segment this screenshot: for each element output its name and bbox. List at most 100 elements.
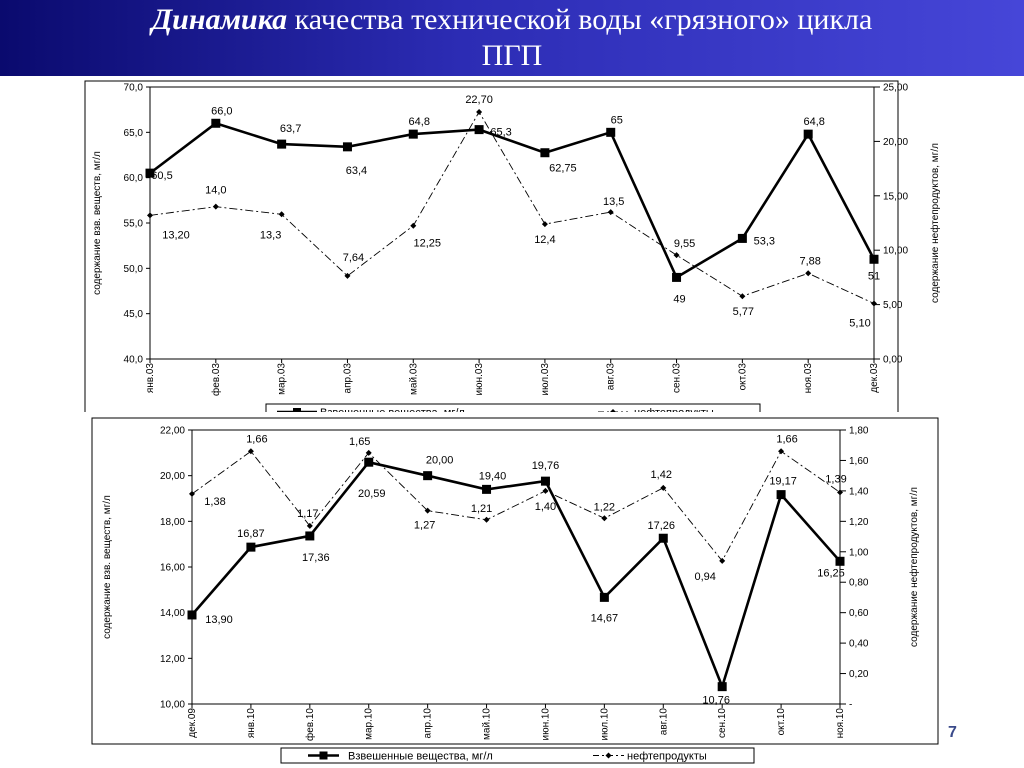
data-label: 64,8 xyxy=(409,116,430,128)
data-label: 1,27 xyxy=(414,520,435,532)
data-point-square xyxy=(342,142,352,152)
chart-2010: 10,00 12,00 14,00 16,00 18,00 20,00 22,00 - 0,20… xyxy=(91,417,939,764)
data-point-square xyxy=(364,457,374,467)
y2-tick-label: 0,40 xyxy=(849,639,869,650)
data-label: 1,40 xyxy=(535,501,556,513)
y2-tick-label: 0,00 xyxy=(883,355,903,366)
data-point-diamond xyxy=(424,507,431,514)
data-label: 5,77 xyxy=(733,306,754,318)
data-point-square xyxy=(423,471,433,481)
data-label: 14,0 xyxy=(205,185,226,197)
x-tick-label: авг.10 xyxy=(658,708,669,736)
title-banner: Динамика качества технической воды «гряз… xyxy=(0,0,1024,76)
y2-tick-label: 0,80 xyxy=(849,578,869,589)
data-point-square xyxy=(737,233,747,243)
page-number: 7 xyxy=(948,724,957,741)
data-point-square xyxy=(305,531,315,541)
data-point-diamond xyxy=(719,557,726,564)
data-label: 13,3 xyxy=(260,229,281,241)
data-point-diamond xyxy=(541,221,548,228)
legend-item-vzveshennye: Взвешенные вещества, мг/л xyxy=(320,407,465,412)
data-point-diamond xyxy=(607,209,614,216)
slide-title-bold: Динамика xyxy=(151,3,288,36)
data-label: 20,00 xyxy=(426,455,454,467)
data-point-diamond xyxy=(483,516,490,523)
x-tick-label: ноя.03 xyxy=(803,363,814,394)
data-label: 49 xyxy=(673,293,685,305)
y2-tick-label: 1,20 xyxy=(849,517,869,528)
data-point-square xyxy=(540,148,550,158)
data-point-square xyxy=(145,168,155,178)
y2-axis-title: содержание нефтепродуктов, мг/л xyxy=(908,487,920,647)
x-tick-label: фев.03 xyxy=(210,363,222,396)
x-tick-label: дек.09 xyxy=(187,708,198,738)
data-point-square xyxy=(246,542,256,552)
y-tick-label: 70,0 xyxy=(124,83,144,94)
data-label: 65 xyxy=(611,114,623,126)
y-axis-title: содержание взв. веществ, мг/л xyxy=(92,151,103,295)
legend-box xyxy=(265,403,761,412)
data-label: 13,20 xyxy=(162,229,190,241)
data-point-diamond xyxy=(805,270,812,277)
data-point-diamond xyxy=(278,211,285,218)
y2-tick-label: 20,00 xyxy=(883,137,908,148)
data-point-square xyxy=(717,682,727,692)
x-tick-label: май.10 xyxy=(482,708,493,740)
data-point-square xyxy=(187,610,197,620)
x-tick-label: авг.03 xyxy=(606,363,617,391)
data-label: 22,70 xyxy=(465,94,493,106)
data-label: 20,59 xyxy=(358,488,386,500)
data-label: 19,17 xyxy=(769,476,797,488)
data-point-diamond xyxy=(673,252,680,259)
y2-tick-label: 5,00 xyxy=(883,300,903,311)
x-tick-label: янв.10 xyxy=(246,708,257,739)
x-tick-label: ноя.10 xyxy=(835,708,846,739)
y2-tick-label: 1,40 xyxy=(849,486,869,497)
data-label: 1,66 xyxy=(246,433,267,445)
plot-area xyxy=(149,86,875,360)
slide-title-line2: ПГП xyxy=(481,39,543,72)
data-label: 1,22 xyxy=(594,501,615,513)
y-tick-label: 14,00 xyxy=(160,608,185,619)
data-label: 16,87 xyxy=(237,528,265,540)
x-tick-label: сен.10 xyxy=(717,708,728,738)
y-tick-label: 55,0 xyxy=(124,219,144,230)
data-point-square xyxy=(658,533,668,543)
data-label: 1,39 xyxy=(825,473,846,485)
data-label: 17,36 xyxy=(302,552,330,564)
chart-frame xyxy=(91,417,939,745)
y2-tick-label: 15,00 xyxy=(883,191,908,202)
data-label: 1,65 xyxy=(349,436,370,448)
data-label: 65,3 xyxy=(490,127,511,139)
y-tick-label: 20,00 xyxy=(160,471,185,482)
legend-marker-square xyxy=(293,408,301,412)
y2-tick-label: 25,00 xyxy=(883,83,908,94)
x-tick-label: июн.03 xyxy=(474,363,485,396)
data-label: 16,25 xyxy=(817,567,845,579)
x-tick-label: сен.03 xyxy=(672,363,683,393)
legend-box xyxy=(280,747,755,764)
data-point-square xyxy=(606,127,616,137)
slide-title: Динамика качества технической воды «гряз… xyxy=(0,2,1024,74)
data-label: 1,17 xyxy=(297,508,318,520)
data-label: 64,8 xyxy=(803,116,824,128)
data-point-diamond xyxy=(306,522,313,529)
data-label: 0,94 xyxy=(694,571,715,583)
data-label: 60,5 xyxy=(151,170,172,182)
legend-item-vzveshennye: Взвешенные вещества, мг/л xyxy=(348,751,493,763)
data-point-diamond xyxy=(871,300,877,307)
series-line-vzveshennye xyxy=(149,121,876,280)
data-point-square xyxy=(277,139,287,149)
y2-tick-label: 1,60 xyxy=(849,456,869,467)
y2-axis-title: содержание нефтепродуктов, мг/л xyxy=(929,143,941,303)
legend-item-nefteprodukty: нефтепродукты xyxy=(627,751,707,763)
data-label: 12,25 xyxy=(414,238,442,250)
data-point-square xyxy=(482,484,492,494)
data-label: 9,55 xyxy=(674,238,695,250)
data-point-diamond xyxy=(778,448,785,455)
data-label: 1,42 xyxy=(651,469,672,481)
y-tick-label: 18,00 xyxy=(160,517,185,528)
y2-tick-label: 1,00 xyxy=(849,547,869,558)
y-tick-label: 60,0 xyxy=(124,173,144,184)
data-point-diamond xyxy=(476,109,483,116)
